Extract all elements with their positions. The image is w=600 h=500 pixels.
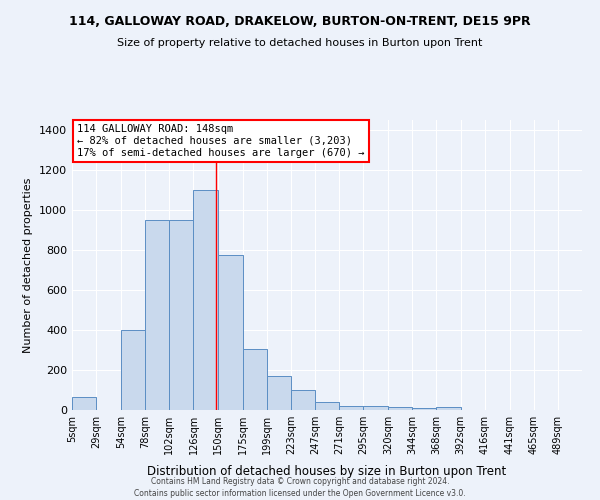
Bar: [315, 402, 339, 410]
Bar: [363, 406, 388, 410]
Bar: [169, 220, 193, 410]
Text: 114 GALLOWAY ROAD: 148sqm
← 82% of detached houses are smaller (3,203)
17% of se: 114 GALLOWAY ROAD: 148sqm ← 82% of detac…: [77, 124, 365, 158]
Bar: [291, 390, 315, 410]
Bar: [145, 220, 169, 410]
Bar: [72, 397, 96, 410]
X-axis label: Distribution of detached houses by size in Burton upon Trent: Distribution of detached houses by size …: [148, 466, 506, 478]
Bar: [121, 330, 145, 410]
Bar: [193, 190, 218, 410]
Bar: [242, 349, 267, 410]
Bar: [339, 406, 363, 410]
Bar: [218, 255, 242, 410]
Bar: [436, 407, 461, 410]
Bar: [267, 376, 291, 410]
Text: Contains HM Land Registry data © Crown copyright and database right 2024.: Contains HM Land Registry data © Crown c…: [151, 478, 449, 486]
Text: Size of property relative to detached houses in Burton upon Trent: Size of property relative to detached ho…: [118, 38, 482, 48]
Text: 114, GALLOWAY ROAD, DRAKELOW, BURTON-ON-TRENT, DE15 9PR: 114, GALLOWAY ROAD, DRAKELOW, BURTON-ON-…: [69, 15, 531, 28]
Bar: [388, 407, 412, 410]
Y-axis label: Number of detached properties: Number of detached properties: [23, 178, 34, 352]
Text: Contains public sector information licensed under the Open Government Licence v3: Contains public sector information licen…: [134, 489, 466, 498]
Bar: [412, 408, 436, 410]
